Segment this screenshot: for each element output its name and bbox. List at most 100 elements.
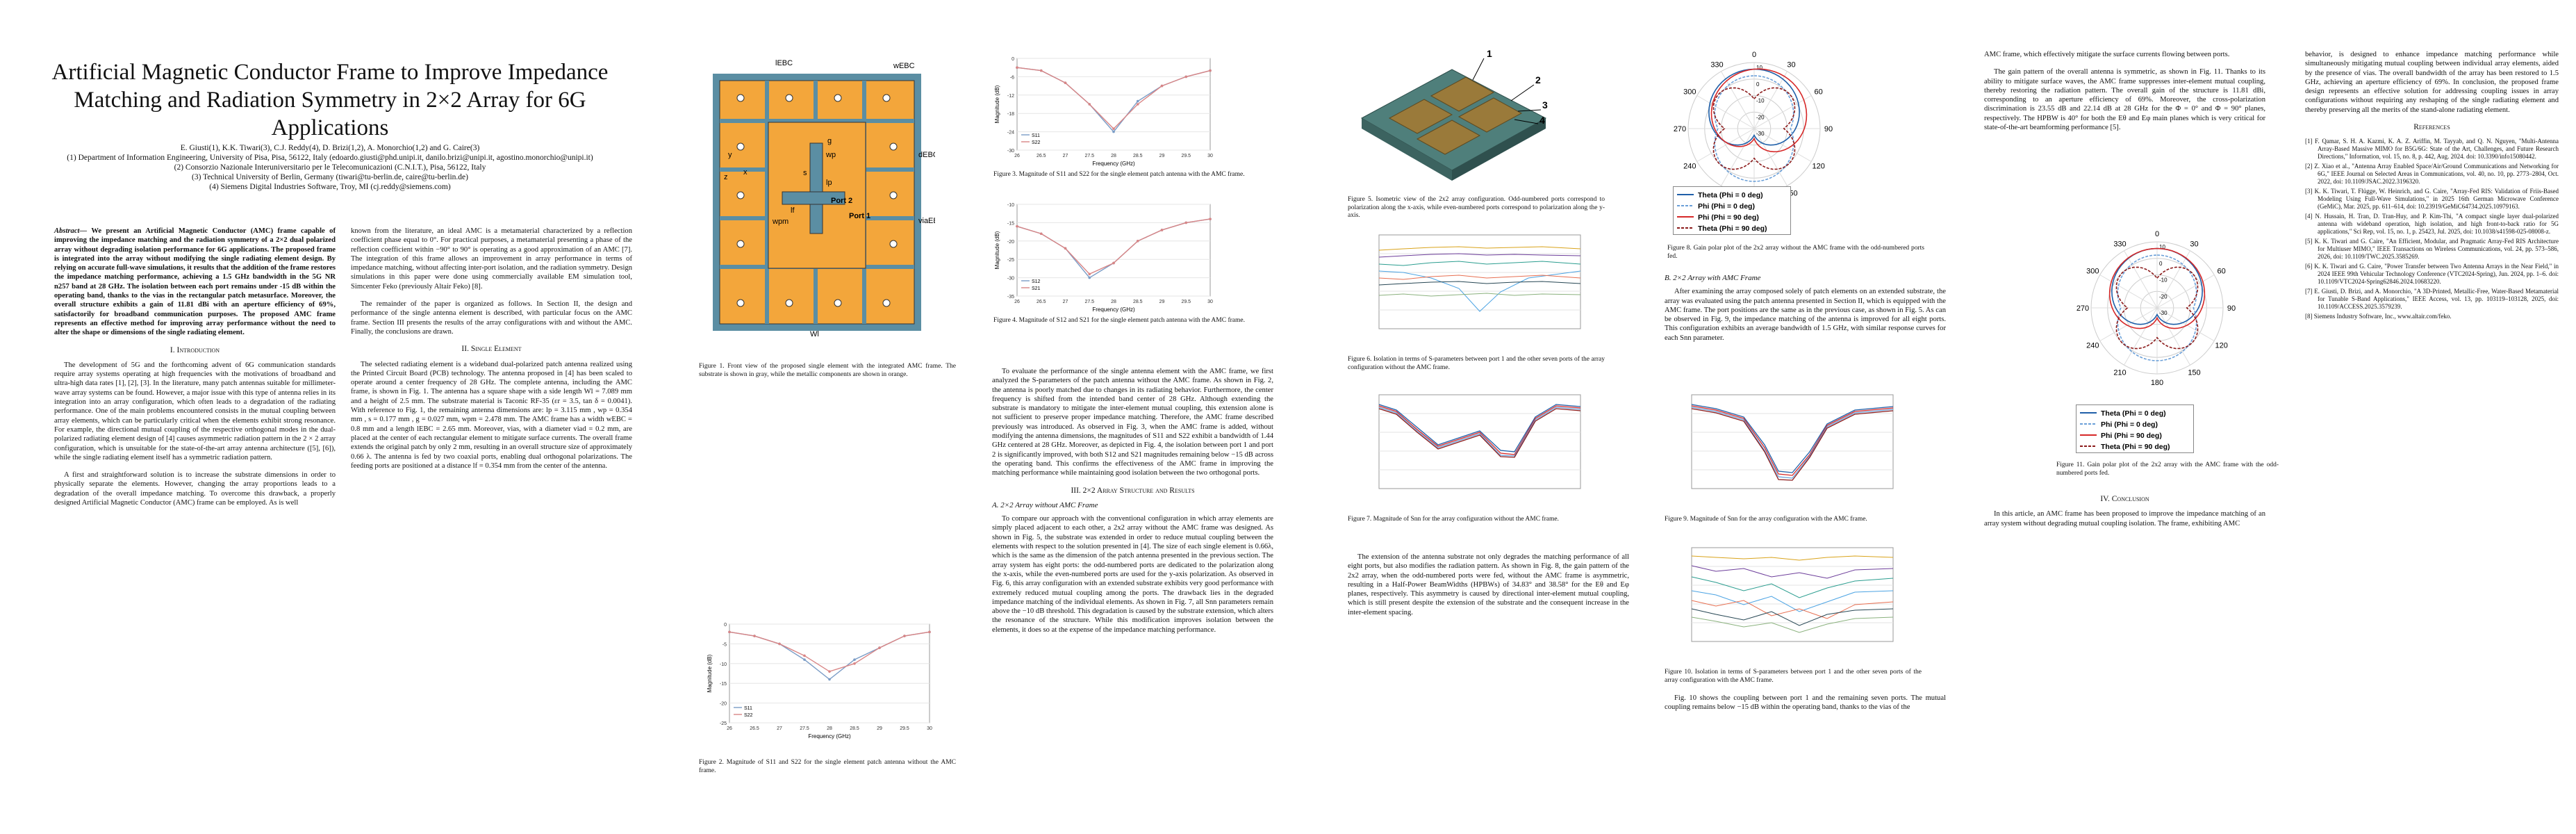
x-tick-label: 26 bbox=[1014, 300, 1020, 304]
polar-spoke bbox=[2156, 307, 2215, 341]
abstract: Abstract— We present an Artificial Magne… bbox=[54, 227, 336, 337]
figure-6 bbox=[1362, 229, 1591, 348]
label-webc: wEBC bbox=[893, 62, 915, 70]
polar-trace bbox=[2115, 266, 2199, 350]
radial-label: 0 bbox=[2159, 261, 2163, 267]
snn-chart-no-amc bbox=[1378, 394, 1581, 489]
x-axis-label: Frequency (GHz) bbox=[1092, 161, 1135, 167]
legend-item: Theta (Phi = 0 deg) bbox=[1698, 191, 1763, 199]
y-tick-label: -20 bbox=[1007, 240, 1014, 245]
paper-title: Artificial Magnetic Conductor Frame to I… bbox=[51, 60, 609, 140]
data-point bbox=[1039, 232, 1043, 236]
polar-trace bbox=[1712, 87, 1796, 170]
plot-area bbox=[1016, 58, 1211, 151]
angle-label: 240 bbox=[1683, 163, 1696, 171]
x-tick-label: 28.5 bbox=[1133, 154, 1143, 158]
data-point bbox=[903, 635, 906, 637]
angle-label: 300 bbox=[1683, 88, 1696, 97]
data-point bbox=[803, 654, 806, 657]
paragraph: In this article, an AMC frame has been p… bbox=[1984, 510, 2265, 528]
y-tick-label: -18 bbox=[1007, 112, 1014, 117]
legend-item: S11 bbox=[744, 706, 752, 711]
affiliation-3: (3) Technical University of Berlin, Germ… bbox=[192, 173, 468, 181]
section-heading: I. Introduction bbox=[170, 345, 220, 354]
paragraph: behavior, is designed to enhance impedan… bbox=[2305, 51, 2559, 114]
label-port2: Port 2 bbox=[831, 197, 852, 205]
data-point bbox=[778, 642, 781, 646]
polar-spoke bbox=[2156, 275, 2215, 309]
polar-spoke bbox=[2099, 307, 2158, 341]
x-tick-label: 28.5 bbox=[850, 726, 859, 731]
port-label-4: 4 bbox=[1539, 115, 1545, 126]
angle-label: 210 bbox=[2113, 369, 2126, 377]
polar-spoke bbox=[1721, 128, 1755, 186]
data-point bbox=[1088, 276, 1091, 279]
affiliation-4: (4) Siemens Digital Industries Software,… bbox=[209, 183, 451, 191]
x-tick-label: 30 bbox=[927, 726, 932, 731]
y-tick-label: -25 bbox=[1007, 258, 1014, 263]
label-g: g bbox=[827, 137, 832, 145]
polar-spoke bbox=[2124, 250, 2158, 309]
figure-1: lEBC wEBC dEBC viaEBC g wp s lp wpm lf P… bbox=[699, 53, 944, 338]
radial-label: -10 bbox=[2159, 277, 2168, 284]
subsection-heading: B. 2×2 Array with AMC Frame bbox=[1665, 274, 1761, 282]
angle-label: 0 bbox=[2155, 230, 2159, 238]
angle-label: 90 bbox=[2227, 304, 2236, 313]
label-debc: dEBC bbox=[918, 151, 935, 159]
x-tick-label: 29.5 bbox=[1181, 154, 1191, 158]
legend-item: Phi (Phi = 90 deg) bbox=[1698, 213, 1759, 222]
radial-label: -10 bbox=[1756, 98, 1765, 104]
x-tick-label: 28 bbox=[1111, 300, 1116, 304]
paragraph: The development of 5G and the forthcomin… bbox=[54, 361, 336, 461]
figure-8-caption: Figure 8. Gain polar plot of the 2x2 arr… bbox=[1667, 245, 1924, 260]
x-tick-label: 27.5 bbox=[1084, 154, 1094, 158]
reference-item: [2] Z. Xiao et al., "Antenna Array Enabl… bbox=[2305, 163, 2559, 186]
figure-6-caption: Figure 6. Isolation in terms of S-parame… bbox=[1348, 356, 1605, 371]
label-s: s bbox=[803, 169, 807, 177]
x-tick-label: 29 bbox=[877, 726, 882, 731]
y-tick-label: -10 bbox=[720, 662, 727, 667]
polar-spoke bbox=[1696, 95, 1755, 129]
column-1: Abstract— We present an Artificial Magne… bbox=[54, 227, 336, 516]
x-tick-label: 27 bbox=[1063, 154, 1068, 158]
port-label-2: 2 bbox=[1535, 74, 1541, 85]
data-point bbox=[853, 662, 856, 665]
column-5: The extension of the antenna substrate n… bbox=[1348, 553, 1629, 626]
data-point bbox=[828, 670, 831, 673]
plot-area bbox=[729, 623, 930, 723]
legend-item: S22 bbox=[1032, 140, 1041, 145]
legend: Theta (Phi = 0 deg) Phi (Phi = 0 deg) Ph… bbox=[2076, 404, 2194, 453]
authors: E. Giusti(1), K.K. Tiwari(3), C.J. Reddy… bbox=[180, 144, 480, 152]
y-tick-label: -35 bbox=[1007, 295, 1014, 300]
paragraph: To compare our approach with the convent… bbox=[992, 515, 1273, 634]
figure-8-legend: Theta (Phi = 0 deg) Phi (Phi = 0 deg) Ph… bbox=[1673, 186, 1791, 238]
data-point bbox=[728, 630, 731, 634]
x-tick-label: 27.5 bbox=[800, 726, 809, 731]
polar-trace bbox=[1708, 68, 1800, 146]
polar-spoke bbox=[1753, 128, 1787, 186]
polar-spoke bbox=[1753, 95, 1812, 129]
figure-7-caption: Figure 7. Magnitude of Snn for the array… bbox=[1348, 516, 1559, 523]
figure-1-caption: Figure 1. Front view of the proposed sin… bbox=[699, 363, 956, 378]
legend-item: Phi (Phi = 90 deg) bbox=[2101, 432, 2162, 440]
x-axis-label: Frequency (GHz) bbox=[1092, 306, 1135, 313]
y-axis-label: Magnitude (dB) bbox=[707, 654, 713, 692]
polar-trace bbox=[2117, 254, 2197, 361]
data-point bbox=[1160, 84, 1164, 88]
x-tick-label: 27.5 bbox=[1084, 300, 1094, 304]
data-point bbox=[1184, 221, 1188, 224]
figure-3: -30 -24 -18 -12 -6 0 26 26.5 27 27.5 28 28.5 29 29.5 3… bbox=[993, 53, 1216, 171]
plot-area bbox=[1016, 204, 1211, 297]
port-label-3: 3 bbox=[1542, 99, 1548, 111]
angle-label: 30 bbox=[2190, 240, 2198, 248]
x-tick-label: 26.5 bbox=[1037, 154, 1046, 158]
polar-trace bbox=[1714, 75, 1794, 182]
x-tick-label: 30 bbox=[1207, 300, 1213, 304]
column-7: AMC frame, which effectively mitigate th… bbox=[1984, 50, 2265, 140]
figure-4: -35 -30 -25 -20 -15 -10 26 26.5 27 27.5 28 28.5 29 29… bbox=[993, 199, 1216, 317]
label-wpm: wpm bbox=[772, 218, 789, 226]
reference-item: [4] N. Hussain, H. Tran, D. Tran-Huy, an… bbox=[2305, 213, 2559, 236]
polar-trace bbox=[2108, 247, 2206, 329]
paragraph: A first and straightforward solution is … bbox=[54, 471, 336, 507]
